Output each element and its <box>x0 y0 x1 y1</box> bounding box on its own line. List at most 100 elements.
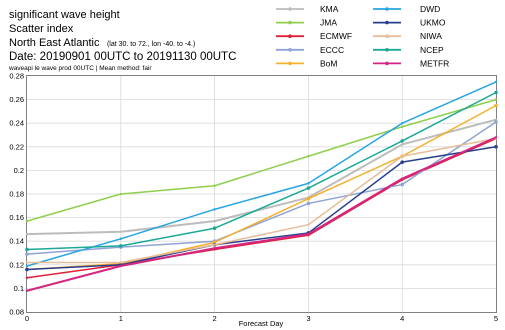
y-axis-ticks: 0.08 0.1 0.12 0.14 0.16 0.18 0.2 0.22 0.24 0.26 0.… <box>9 72 24 317</box>
legend-item-ukmo: UKMO <box>373 18 446 28</box>
series-line <box>27 137 497 264</box>
y-tick-label: 0.22 <box>9 142 24 151</box>
y-tick-label: 0.14 <box>9 237 24 246</box>
legend-marker <box>385 61 389 66</box>
data-point <box>119 261 123 264</box>
data-point <box>307 155 310 158</box>
y-tick-label: 0.18 <box>9 190 24 199</box>
data-point <box>494 120 498 124</box>
data-point <box>119 244 123 248</box>
data-point <box>25 232 29 236</box>
data-point <box>119 237 123 241</box>
legend-item-ncep: NCEP <box>373 45 444 55</box>
x-tick-label: 0 <box>25 314 29 323</box>
legend-marker <box>385 20 389 25</box>
x-axis-label: Forecast Day <box>239 319 284 328</box>
legend-item-dwd: DWD <box>373 4 440 14</box>
legend-item-ecmwf: ECMWF <box>276 31 352 41</box>
data-point <box>307 223 310 226</box>
series-line <box>26 91 497 251</box>
y-tick-label: 0.12 <box>9 260 24 269</box>
x-tick-label: 1 <box>119 314 123 323</box>
legend-item-jma: JMA <box>276 18 337 28</box>
legend-label: NCEP <box>420 45 444 55</box>
y-tick-label: 0.24 <box>9 119 24 128</box>
series-dwd <box>25 80 498 268</box>
series-niwa <box>25 137 498 264</box>
data-point <box>494 103 498 108</box>
data-point <box>213 208 216 211</box>
y-tick-label: 0.08 <box>9 308 24 317</box>
legend-marker <box>288 48 292 52</box>
legend-item-niwa: NIWA <box>373 31 442 41</box>
data-point <box>306 186 311 190</box>
series-line <box>26 98 497 222</box>
data-point <box>25 252 29 256</box>
data-point <box>400 160 405 164</box>
data-point <box>25 261 29 264</box>
series-line <box>26 137 497 279</box>
series-line <box>26 136 497 292</box>
y-tick-label: 0.1 <box>14 284 24 293</box>
legend-label: NIWA <box>420 31 442 41</box>
legend-item-eccc: ECCC <box>276 45 344 55</box>
series-jma <box>25 98 498 223</box>
data-point <box>494 80 498 84</box>
data-point <box>306 196 311 201</box>
series-ncep <box>25 90 498 252</box>
data-point <box>307 232 310 236</box>
data-point <box>306 201 311 206</box>
data-point <box>494 98 498 101</box>
legend-label: ECMWF <box>320 31 352 41</box>
legend-label: KMA <box>320 4 339 14</box>
y-tick-label: 0.26 <box>9 95 24 104</box>
legend-marker <box>385 34 389 38</box>
data-point <box>401 177 404 180</box>
legend-label: DWD <box>420 4 440 14</box>
data-point <box>213 219 216 223</box>
data-point <box>25 247 29 252</box>
legend-item-bom: BoM <box>276 58 337 68</box>
method-note: waveapi le wave prod 00UTC | Mean method… <box>8 65 152 72</box>
region-name: North East Atlantic <box>9 37 100 49</box>
series-line <box>26 104 497 271</box>
data-point <box>119 264 123 268</box>
data-point <box>119 230 123 233</box>
data-point <box>400 139 405 143</box>
x-tick-label: 5 <box>494 314 498 323</box>
legend-label: ECCC <box>320 45 344 55</box>
data-point <box>494 90 498 95</box>
chart-header: significant wave height Scatter index No… <box>8 9 236 72</box>
legend-marker <box>288 34 292 38</box>
legend: KMA JMA ECMWF ECCC BoM DWD UKMO NIWA NCEP METFR <box>276 4 449 68</box>
y-tick-label: 0.2 <box>14 166 24 175</box>
legend-marker <box>385 48 389 52</box>
x-tick-label: 4 <box>400 314 404 323</box>
x-tick-label: 3 <box>306 314 310 323</box>
region-bounds: (lat 30. to 72., lon -40. to -4.) <box>107 41 195 48</box>
data-point <box>401 155 404 158</box>
series-line <box>26 146 497 271</box>
date-range: Date: 20190901 00UTC to 20191130 00UTC <box>9 51 236 63</box>
series-kma <box>25 118 498 236</box>
data-point <box>307 182 310 185</box>
legend-marker <box>288 61 292 66</box>
chart-title: significant wave height <box>9 9 120 21</box>
data-point <box>494 118 498 121</box>
series-line <box>26 118 497 236</box>
legend-marker <box>385 7 389 11</box>
x-axis-ticks: 0 1 2 3 4 5 <box>25 314 498 323</box>
series-line <box>26 121 497 255</box>
data-point <box>494 145 498 149</box>
data-point <box>25 267 29 272</box>
series-group <box>25 80 498 292</box>
series-line <box>26 81 497 267</box>
legend-item-kma: KMA <box>276 4 339 14</box>
legend-label: JMA <box>320 18 337 28</box>
data-point <box>401 122 404 125</box>
legend-item-metfr: METFR <box>373 58 449 68</box>
legend-marker <box>288 7 292 11</box>
region-line: North East Atlantic (lat 30. to 72., lon… <box>9 33 195 50</box>
legend-marker <box>288 20 292 25</box>
